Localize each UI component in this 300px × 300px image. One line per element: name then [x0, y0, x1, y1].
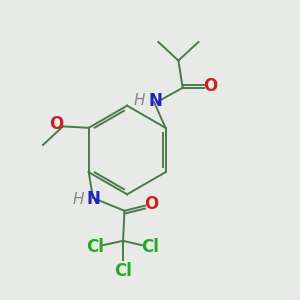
Text: N: N [87, 190, 101, 208]
Text: Cl: Cl [86, 238, 104, 256]
Text: H: H [134, 93, 146, 108]
Text: H: H [72, 192, 84, 207]
Text: N: N [148, 92, 162, 110]
Text: O: O [50, 115, 64, 133]
Text: Cl: Cl [141, 238, 159, 256]
Text: O: O [144, 195, 158, 213]
Text: O: O [203, 77, 218, 95]
Text: Cl: Cl [114, 262, 132, 280]
